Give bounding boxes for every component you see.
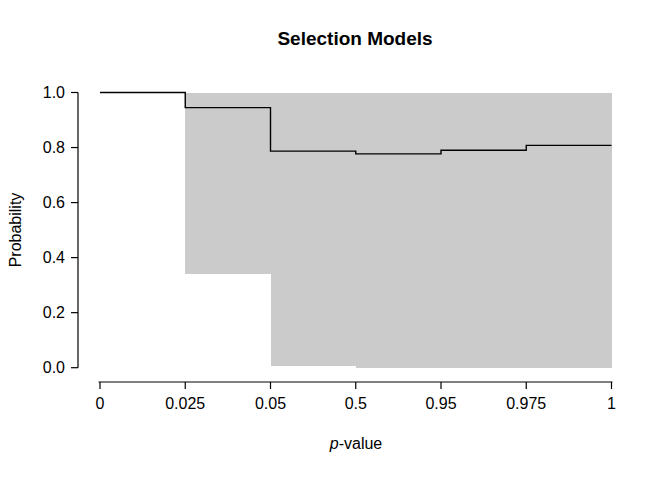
x-tick-label: 1 xyxy=(607,395,616,412)
x-tick-label: 0.95 xyxy=(425,395,456,412)
confidence-band-segment xyxy=(356,93,612,368)
x-axis-label: p-value xyxy=(330,435,382,453)
plot-area: 0.0 0.2 0.4 0.6 0.8 1.0 0 0.025 0.05 0.5 0.95 0.975… xyxy=(0,0,672,480)
x-tick-label: 0.025 xyxy=(165,395,205,412)
y-tick-label: 0.2 xyxy=(43,304,65,321)
x-axis-label-italic-part: p xyxy=(330,435,339,452)
chart-title: Selection Models xyxy=(277,28,432,50)
x-tick-label: 0.975 xyxy=(506,395,546,412)
figure: 0.0 0.2 0.4 0.6 0.8 1.0 0 0.025 0.05 0.5 0.95 0.975… xyxy=(0,0,672,480)
y-tick-label: 1.0 xyxy=(43,84,65,101)
y-tick-label: 0.4 xyxy=(43,249,65,266)
confidence-band-segment xyxy=(271,93,356,366)
y-tick-label: 0.6 xyxy=(43,194,65,211)
x-tick-label: 0.05 xyxy=(255,395,286,412)
y-tick-label: 0.0 xyxy=(43,359,65,376)
confidence-band-segment xyxy=(185,93,270,275)
y-axis-label: Probability xyxy=(7,193,25,268)
x-tick-label: 0.5 xyxy=(345,395,367,412)
y-tick-label: 0.8 xyxy=(43,139,65,156)
x-tick-label: 0 xyxy=(96,395,105,412)
x-axis-label-rest-part: -value xyxy=(339,435,383,452)
